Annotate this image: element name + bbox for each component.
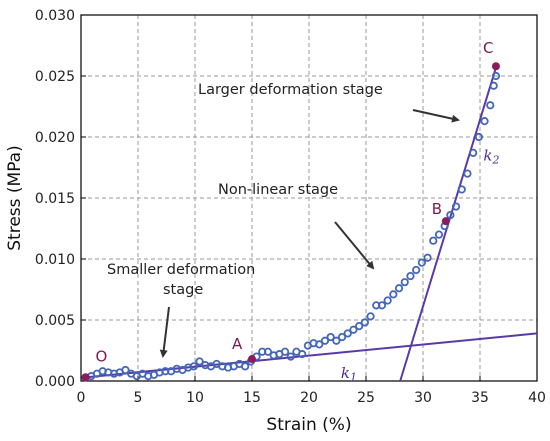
fit-label-k2: k2 [483, 147, 499, 167]
x-tick-label: 25 [357, 390, 375, 406]
key-point-label-A: A [232, 335, 243, 353]
grid [81, 15, 537, 381]
data-point [469, 148, 478, 157]
data-point [389, 290, 398, 299]
data-point [121, 365, 130, 375]
arrow-nonlinear-stage [334, 221, 375, 270]
data-point [315, 340, 324, 349]
x-axis-title: Strain (%) [266, 415, 351, 435]
data-point [486, 101, 495, 110]
annotation-smaller-stage-line1: Smaller deformation [107, 262, 255, 278]
y-tick-label: 0.015 [35, 191, 75, 207]
data-point [332, 336, 341, 345]
data-series [81, 71, 501, 382]
data-point [429, 236, 438, 245]
annotation-smaller-stage-line2: stage [163, 282, 203, 298]
x-tick-label: 30 [414, 390, 432, 406]
y-axis-title: Stress (MPa) [5, 145, 25, 251]
data-point [360, 318, 369, 327]
data-point [489, 81, 498, 90]
y-tick-label: 0.030 [35, 8, 75, 24]
data-point [480, 117, 489, 126]
annotation-nonlinear-stage: Non-linear stage [218, 182, 338, 198]
data-point [355, 321, 364, 331]
data-point [423, 253, 432, 262]
x-tick-label: 15 [243, 390, 261, 406]
fit-label-k1: k1 [341, 364, 357, 384]
x-tick-label: 35 [471, 390, 489, 406]
data-point [298, 350, 307, 359]
data-point [326, 332, 335, 342]
x-tick-label: 10 [186, 390, 204, 406]
data-point [320, 336, 330, 345]
key-point-B [441, 217, 450, 226]
key-point-label-C: C [483, 39, 493, 57]
annotation-larger-stage: Larger deformation stage [198, 82, 383, 98]
data-point [366, 312, 375, 321]
data-point [263, 347, 273, 356]
key-point-O [81, 373, 90, 382]
x-axis: 0 5 10 15 20 25 30 35 40 [77, 376, 546, 406]
data-point [394, 284, 404, 293]
key-point-label-B: B [432, 200, 442, 218]
x-tick-label: 40 [528, 390, 546, 406]
key-point-A [248, 355, 256, 364]
data-point [474, 132, 483, 142]
data-point [463, 169, 472, 178]
data-point [417, 258, 426, 267]
y-tick-label: 0.000 [35, 374, 75, 390]
arrow-larger-stage [412, 109, 460, 123]
data-point [195, 357, 204, 366]
data-point [434, 230, 444, 239]
data-point [383, 296, 392, 305]
y-tick-label: 0.005 [35, 313, 75, 329]
data-point [406, 271, 415, 281]
data-point [349, 325, 358, 334]
data-point [412, 265, 421, 275]
data-point [241, 362, 250, 371]
y-axis: 0.000 0.005 0.010 0.015 0.020 0.025 0.030 [35, 8, 86, 390]
x-tick-label: 5 [134, 390, 143, 406]
data-point [286, 352, 295, 361]
data-point [377, 301, 387, 310]
data-point [343, 329, 352, 338]
fit-lines: k1 k2 [85, 63, 538, 384]
y-tick-label: 0.020 [35, 130, 75, 146]
data-point [189, 362, 198, 371]
data-point [280, 347, 290, 356]
y-tick-label: 0.010 [35, 252, 75, 268]
arrow-smaller-stage [159, 306, 170, 358]
data-point [446, 210, 455, 220]
x-tick-label: 20 [300, 390, 318, 406]
y-tick-label: 0.025 [35, 69, 75, 85]
key-points: O A B C [81, 39, 500, 382]
key-point-C [491, 62, 500, 71]
data-point [337, 332, 347, 342]
key-point-label-O: O [96, 347, 108, 365]
data-point [400, 278, 409, 287]
data-point [457, 185, 466, 194]
data-point [491, 71, 501, 81]
x-tick-label: 0 [77, 390, 86, 406]
data-point [451, 202, 461, 211]
